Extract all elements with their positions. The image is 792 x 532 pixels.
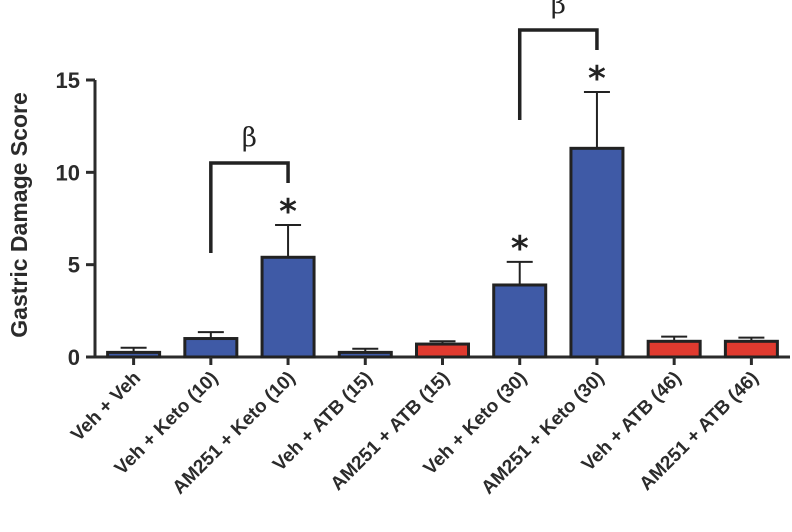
error-bars xyxy=(120,91,765,353)
significance-star: * xyxy=(279,192,297,232)
bar xyxy=(337,350,393,359)
y-tick-label: 15 xyxy=(56,68,80,93)
significance-star: * xyxy=(511,229,529,269)
comparison-bracket xyxy=(209,161,290,253)
x-tick-label: Veh + Veh xyxy=(67,368,145,446)
bar xyxy=(183,337,239,359)
bar xyxy=(723,339,779,359)
bar xyxy=(569,146,625,359)
comparison-label: β xyxy=(242,123,257,153)
y-tick-label: 5 xyxy=(68,253,80,278)
y-tick-label: 10 xyxy=(56,160,80,185)
y-ticks: 0 5 10 15 xyxy=(56,68,95,370)
bars xyxy=(106,146,779,359)
significance-star: * xyxy=(588,59,606,99)
y-axis-title: Gastric Damage Score xyxy=(6,92,32,337)
bar xyxy=(106,350,162,359)
bar xyxy=(260,255,316,359)
bar xyxy=(492,283,548,359)
axes xyxy=(93,80,790,359)
bar xyxy=(415,342,470,359)
comparison-bracket xyxy=(517,28,599,121)
comparison-label: β xyxy=(551,0,566,20)
y-tick-label: 0 xyxy=(68,345,80,370)
annotations: * * * β β xyxy=(209,0,606,269)
bar xyxy=(646,339,702,359)
